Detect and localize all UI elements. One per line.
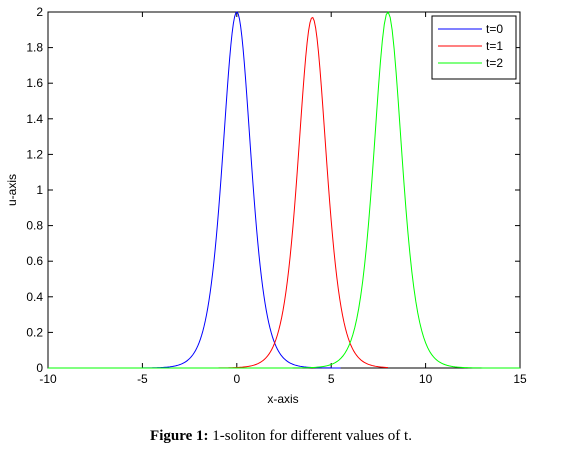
- x-tick-label: 0: [233, 372, 240, 386]
- x-axis-label: x-axis: [267, 392, 298, 406]
- legend-entry: t=2: [486, 56, 503, 70]
- y-tick-label: 0: [36, 361, 43, 375]
- x-tick-label: -5: [137, 372, 148, 386]
- x-tick-labels: -10 -5 0 5 10 15: [39, 372, 527, 386]
- legend-entry: t=0: [486, 22, 503, 36]
- y-tick-label: 0.2: [26, 325, 43, 339]
- y-tick-label: 0.8: [26, 219, 43, 233]
- y-tick-label: 1: [36, 183, 43, 197]
- y-tick-label: 1.4: [26, 112, 43, 126]
- y-tick-label: 1.6: [26, 76, 43, 90]
- x-tick-label: 10: [419, 372, 433, 386]
- caption-label: Figure 1:: [150, 428, 209, 444]
- y-tick-label: 1.2: [26, 147, 43, 161]
- x-tick-label: 5: [328, 372, 335, 386]
- y-tick-label: 0.4: [26, 290, 43, 304]
- legend-box: [431, 15, 517, 80]
- y-tick-labels: 0 0.2 0.4 0.6 0.8 1 1.2 1.4 1.6 1.8 2: [26, 5, 43, 375]
- x-tick-label: -10: [39, 372, 57, 386]
- series-lines: [48, 11, 520, 369]
- caption-text: 1-soliton for different values of t.: [208, 428, 412, 444]
- y-axis-label: u-axis: [5, 174, 19, 206]
- figure-caption: Figure 1: 1-soliton for different values…: [0, 428, 562, 445]
- x-tick-label: 15: [513, 372, 527, 386]
- y-tick-label: 0.6: [26, 254, 43, 268]
- y-tick-label: 2: [36, 5, 43, 19]
- series-line-2: [48, 11, 520, 369]
- legend: t=0 t=1 t=2: [431, 15, 517, 80]
- legend-entry: t=1: [486, 39, 503, 53]
- y-tick-label: 1.8: [26, 41, 43, 55]
